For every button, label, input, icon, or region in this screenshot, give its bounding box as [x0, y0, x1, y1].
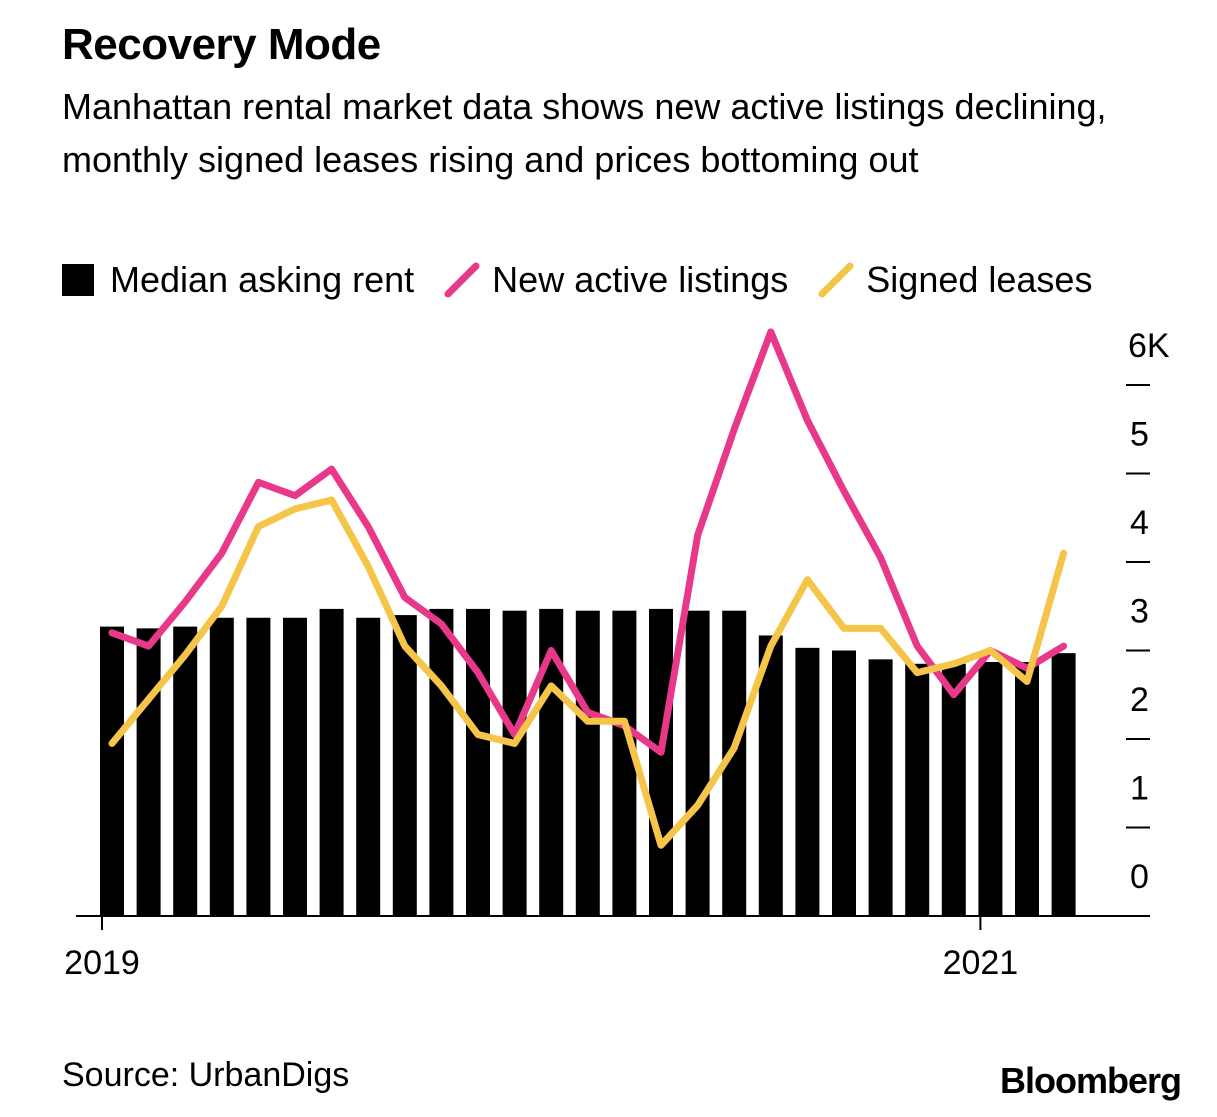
x-axis-tick-label: 2019 [64, 944, 140, 982]
rent-bar [283, 617, 307, 916]
y-axis-tick-label: 3 [1130, 593, 1149, 631]
rent-bar [1015, 662, 1039, 916]
rent-bar [100, 626, 124, 916]
rent-bar [429, 608, 454, 916]
rent-bar [356, 617, 381, 916]
y-axis-tick-label: 0 [1130, 858, 1149, 896]
rent-bar [905, 663, 930, 916]
y-axis-tick-label: 2 [1130, 681, 1149, 719]
chart-plot: 2019 2021 0 1 2 3 4 5 6K [64, 327, 1170, 982]
legend-swatch-line [818, 262, 854, 298]
rent-bar [246, 617, 271, 916]
rent-bar [941, 663, 966, 916]
y-axis-tick-label: 6K [1128, 327, 1170, 365]
rent-bar [173, 626, 198, 916]
rent-bar [832, 650, 856, 916]
rent-bar [868, 659, 893, 916]
rent-bar [978, 662, 1003, 916]
rent-bar [319, 608, 344, 916]
rent-bar [502, 610, 527, 916]
brand-logo: Bloomberg [999, 1060, 1182, 1101]
source-note: Source: UrbanDigs [62, 1056, 350, 1094]
legend-item-median-asking-rent: Median asking rent [62, 259, 414, 301]
x-axis-tick-label: 2021 [943, 944, 1019, 982]
new-active-listings-line [108, 328, 1068, 756]
legend-swatch-box [62, 264, 94, 296]
y-axis-tick-label: 1 [1130, 770, 1149, 808]
legend-swatch-line [444, 262, 480, 298]
rent-bar [466, 608, 490, 916]
legend-item-new-active-listings: New active listings [444, 259, 788, 301]
rent-bar [392, 615, 417, 916]
legend-label: Median asking rent [110, 259, 415, 300]
rent-bar [209, 617, 234, 916]
y-axis-tick-label: 4 [1130, 504, 1149, 542]
signed-leases-line [108, 496, 1068, 849]
chart-subtitle: Manhattan rental market data shows new a… [62, 86, 1107, 180]
rent-bar [612, 610, 637, 916]
legend-label: New active listings [492, 259, 789, 300]
rent-bar [649, 608, 673, 916]
y-axis-tick-label: 5 [1130, 416, 1149, 454]
rent-bar [758, 635, 783, 916]
legend: Median asking rent New active listings S… [62, 256, 1122, 304]
legend-label: Signed leases [866, 259, 1093, 300]
rent-bar [795, 647, 820, 916]
legend-item-signed-leases: Signed leases [818, 259, 1092, 301]
rent-bar [136, 628, 161, 916]
rent-bar [575, 610, 600, 916]
rent-bar [1051, 653, 1076, 916]
rent-bar [685, 610, 710, 916]
chart-title: Recovery Mode [62, 20, 381, 69]
